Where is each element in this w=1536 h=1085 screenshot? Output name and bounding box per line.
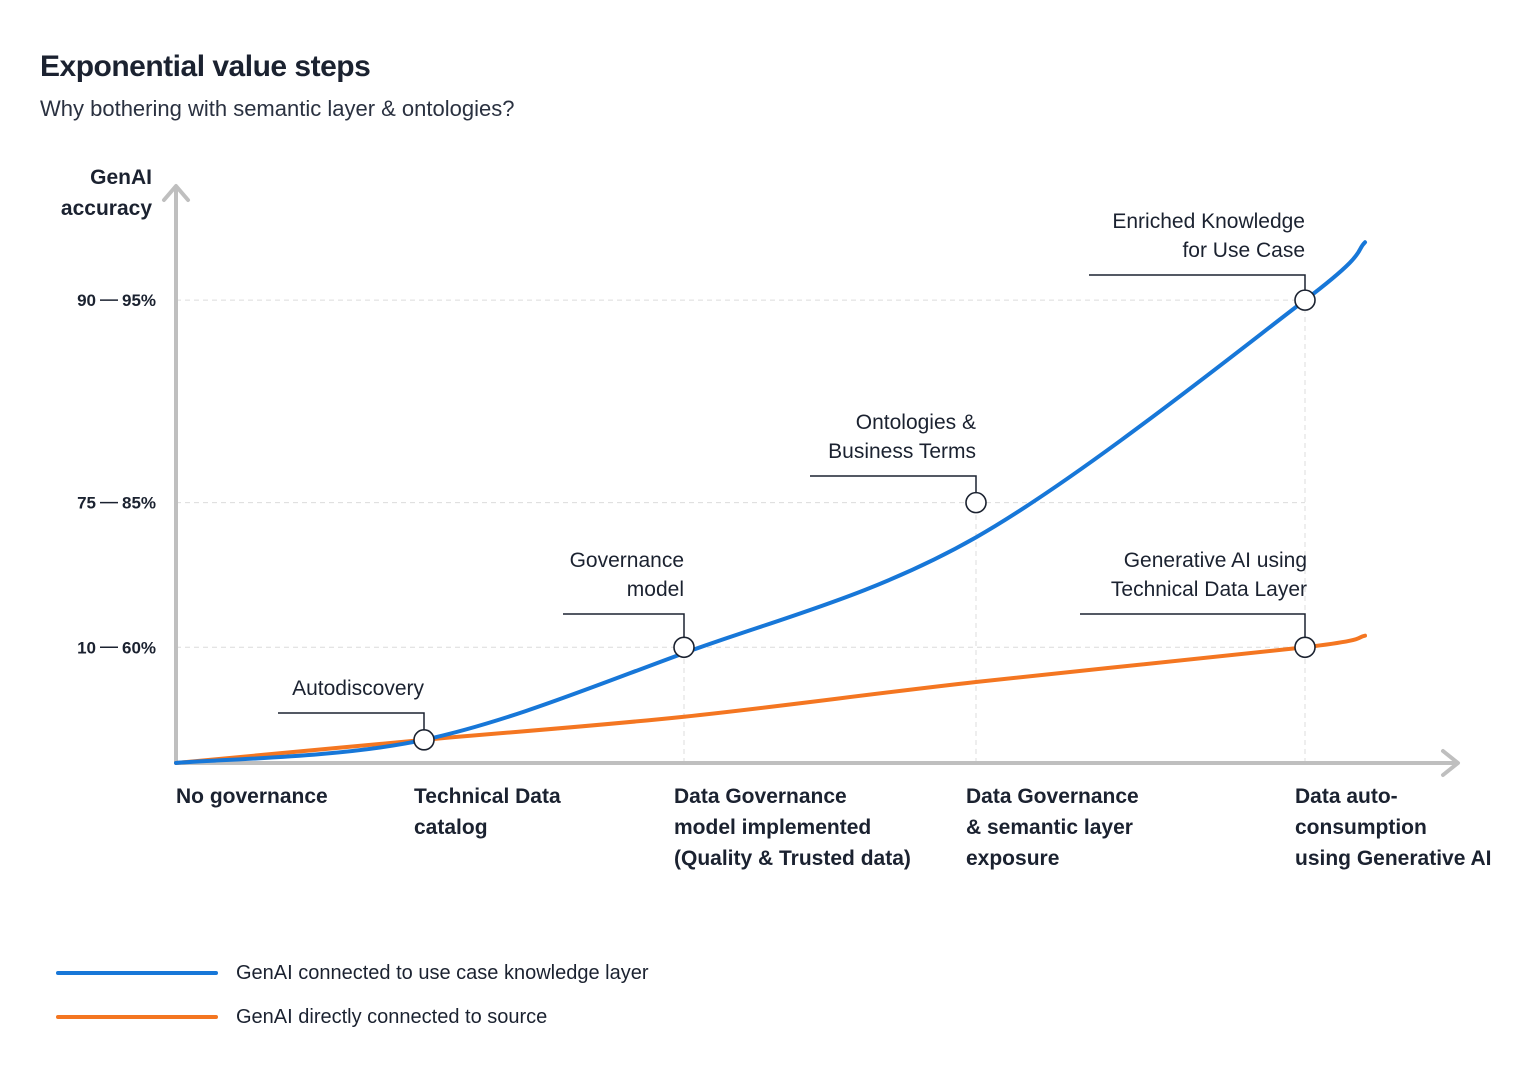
- annotation-leader-line: [278, 712, 425, 730]
- annotation-label: model: [627, 578, 684, 601]
- annotation-label: for Use Case: [1182, 239, 1305, 262]
- y-axis-arrow: [162, 184, 190, 202]
- legend-label: GenAI connected to use case knowledge la…: [236, 962, 649, 984]
- annotation-marker: [1294, 636, 1316, 659]
- legend-swatch-blue: [56, 971, 218, 975]
- y-tick-label-high: 60%: [122, 638, 156, 657]
- chart-title: Exponential value steps: [40, 50, 371, 83]
- annotation-marker: [673, 636, 695, 659]
- x-tick-label: Technical Data: [414, 785, 561, 808]
- annotation-label: Governance: [570, 549, 684, 572]
- grid-lines: [176, 299, 1306, 763]
- x-tick-label: using Generative AI: [1295, 847, 1491, 870]
- x-tick-label: No governance: [176, 785, 328, 808]
- annotation-label: Autodiscovery: [292, 677, 424, 700]
- legend-swatch-orange: [56, 1015, 218, 1019]
- y-axis-label: accuracy: [61, 197, 152, 220]
- x-tick-label: model implemented: [674, 816, 871, 839]
- annotation-marker: [1294, 289, 1316, 311]
- annotation-leader-line: [810, 475, 977, 493]
- x-tick-label: & semantic layer: [966, 816, 1133, 839]
- annotation-leader-line: [1080, 613, 1306, 638]
- x-tick-label: Data Governance: [966, 785, 1139, 808]
- y-tick-label-high: 85%: [122, 494, 156, 513]
- x-tick-label: Data auto-: [1295, 785, 1398, 808]
- annotation-marker: [965, 491, 987, 514]
- y-axis-label: GenAI: [90, 166, 152, 189]
- x-tick-label: Data Governance: [674, 785, 847, 808]
- y-tick-label-low: 90: [77, 291, 96, 310]
- x-tick-label: catalog: [414, 816, 488, 839]
- series-line-knowledge-layer: [174, 240, 1367, 765]
- annotation-label: Business Terms: [828, 440, 976, 463]
- series-line-direct-source: [174, 633, 1367, 765]
- y-tick-label-high: 95%: [122, 291, 156, 310]
- x-tick-label: consumption: [1295, 816, 1427, 839]
- x-axis-arrow: [1441, 749, 1460, 777]
- annotation-label: Ontologies &: [856, 411, 976, 434]
- annotation-label: Generative AI using: [1124, 549, 1307, 572]
- legend-label: GenAI directly connected to source: [236, 1006, 548, 1028]
- y-tick-label-low: 10: [77, 638, 96, 657]
- annotation-leader-line: [1089, 274, 1306, 291]
- chart-subtitle: Why bothering with semantic layer & onto…: [40, 96, 515, 121]
- annotation-label: Technical Data Layer: [1111, 578, 1307, 601]
- x-tick-label: exposure: [966, 847, 1059, 870]
- x-tick-label: (Quality & Trusted data): [674, 847, 911, 870]
- annotation-leader-line: [563, 613, 685, 638]
- y-tick-label-low: 75: [77, 494, 96, 513]
- annotation-marker: [413, 729, 435, 751]
- annotation-label: Enriched Knowledge: [1112, 210, 1305, 233]
